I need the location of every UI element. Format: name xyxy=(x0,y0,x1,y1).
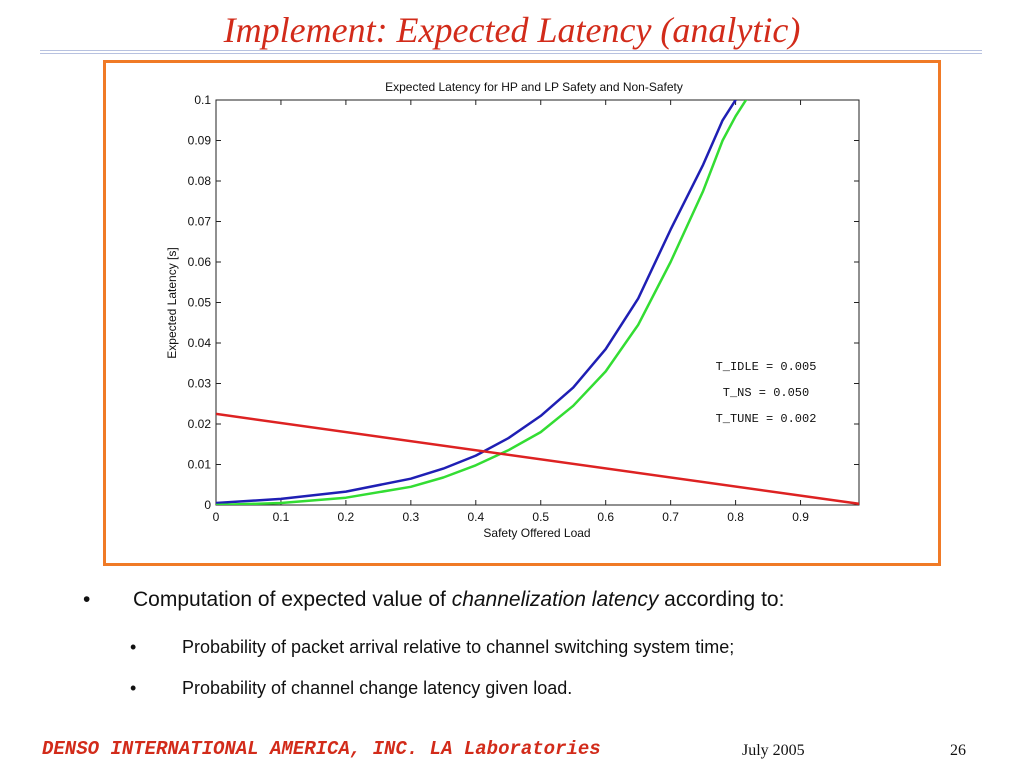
y-tick-label: 0 xyxy=(204,498,211,512)
bullet-marker: • xyxy=(83,588,91,611)
series-group xyxy=(216,100,859,505)
y-tick-label: 0.1 xyxy=(194,93,211,107)
x-tick-label: 0.1 xyxy=(273,510,290,524)
footer-company: DENSO INTERNATIONAL AMERICA, INC. LA Lab… xyxy=(42,738,601,760)
x-axis-label: Safety Offered Load xyxy=(483,526,590,540)
annotation-text: T_TUNE = 0.002 xyxy=(716,412,817,426)
x-tick-label: 0.2 xyxy=(338,510,355,524)
bullet-main-text: Computation of expected value of channel… xyxy=(133,588,784,612)
series-line-0 xyxy=(216,100,737,505)
bullet-marker: • xyxy=(130,678,137,698)
footer-date: July 2005 xyxy=(742,742,805,759)
y-tick-label: 0.04 xyxy=(188,336,212,350)
x-tick-label: 0.7 xyxy=(662,510,679,524)
y-tick-label: 0.02 xyxy=(188,417,212,431)
bullet-sub-text: Probability of channel change latency gi… xyxy=(182,678,573,698)
bullet-main-prefix: Computation of expected value of xyxy=(133,588,452,611)
bullet-sub-text: Probability of packet arrival relative t… xyxy=(182,637,735,657)
title-divider xyxy=(40,50,982,54)
series-line-2 xyxy=(216,412,859,505)
latency-chart: Expected Latency for HP and LP Safety an… xyxy=(165,80,860,540)
x-tick-label: 0.8 xyxy=(727,510,744,524)
y-tick-label: 0.06 xyxy=(188,255,212,269)
x-tick-label: 0.6 xyxy=(597,510,614,524)
footer-page-number: 26 xyxy=(950,742,966,759)
plot-area xyxy=(215,99,860,506)
y-tick-label: 0.05 xyxy=(188,296,212,310)
bullet-marker: • xyxy=(130,637,137,657)
bullet-main-suffix: according to: xyxy=(658,588,785,611)
y-tick-label: 0.01 xyxy=(188,458,212,472)
y-tick-label: 0.09 xyxy=(188,134,212,148)
chart-frame: Expected Latency for HP and LP Safety an… xyxy=(103,60,941,566)
x-tick-label: 0 xyxy=(213,510,220,524)
x-tick-label: 0.5 xyxy=(532,510,549,524)
y-tick-label: 0.07 xyxy=(188,215,212,229)
bullet-main-emphasis: channelization latency xyxy=(451,588,659,611)
y-tick-label: 0.03 xyxy=(188,377,212,391)
annotation-text: T_NS = 0.050 xyxy=(723,386,809,400)
x-tick-label: 0.3 xyxy=(403,510,420,524)
series-line-1 xyxy=(216,100,748,505)
annotation-text: T_IDLE = 0.005 xyxy=(716,360,817,374)
y-axis-label: Expected Latency [s] xyxy=(165,247,179,358)
slide-title: Implement: Expected Latency (analytic) xyxy=(223,10,801,50)
x-tick-label: 0.9 xyxy=(792,510,809,524)
chart-title: Expected Latency for HP and LP Safety an… xyxy=(385,80,683,94)
annotations: T_IDLE = 0.005 T_NS = 0.050 T_TUNE = 0.002 xyxy=(716,360,817,426)
axis-ticks: 0 0.1 0.2 0.3 0.4 0.5 0.6 0.7 0.8 0.9 0 0.01 0.02 0.0… xyxy=(188,93,859,524)
y-tick-label: 0.08 xyxy=(188,174,212,188)
x-tick-label: 0.4 xyxy=(467,510,484,524)
